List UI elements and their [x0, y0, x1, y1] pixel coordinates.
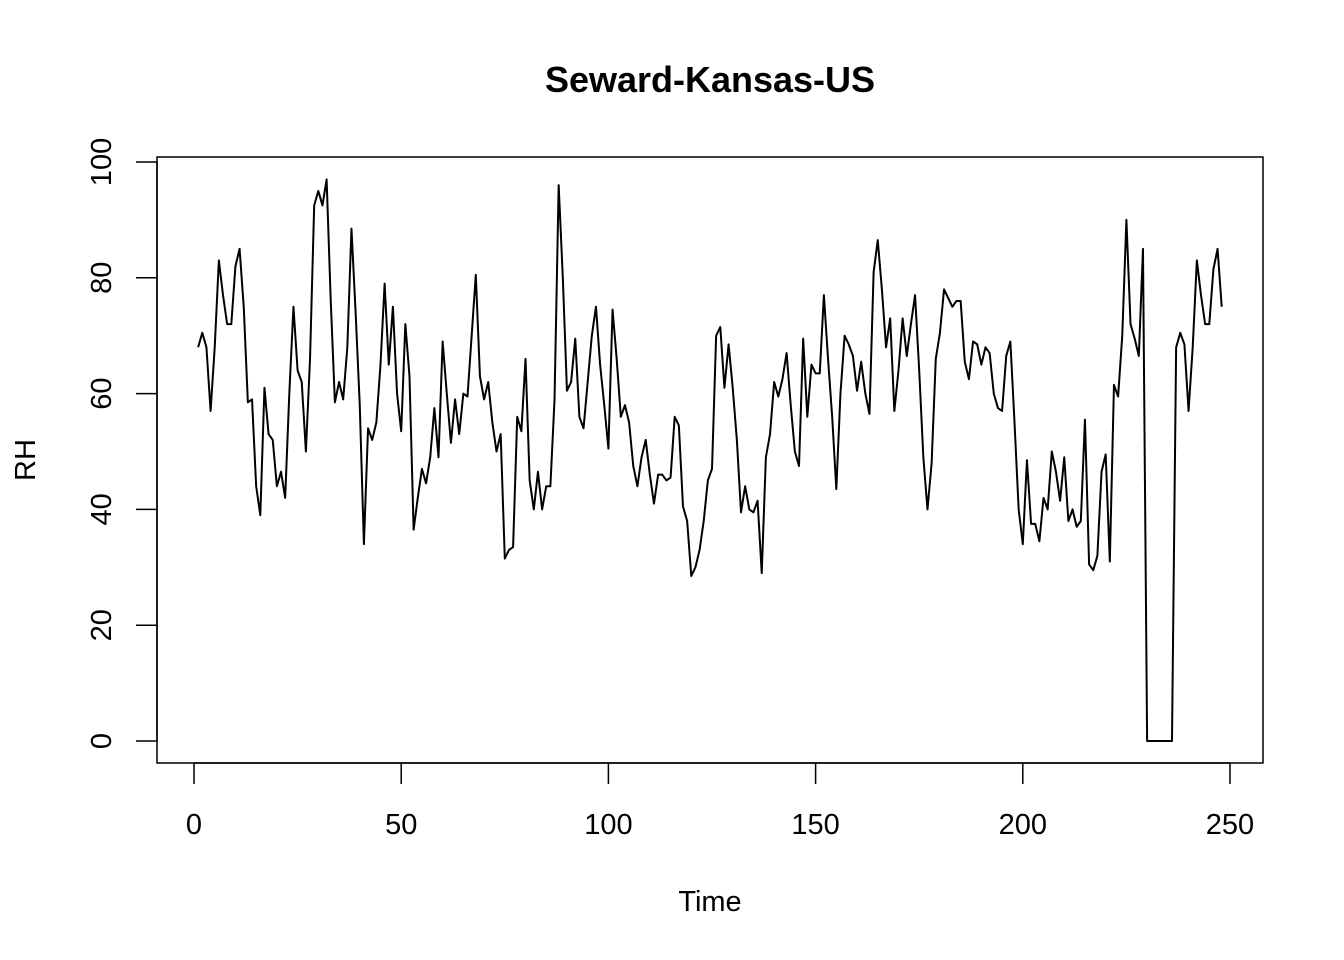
y-tick-label: 80: [86, 262, 118, 294]
x-tick-label: 150: [791, 809, 839, 841]
x-tick-label: 250: [1206, 809, 1254, 841]
x-tick-label: 50: [385, 809, 417, 841]
y-tick-label: 40: [86, 493, 118, 525]
x-tick-label: 200: [999, 809, 1047, 841]
y-tick-label: 0: [86, 733, 118, 749]
x-axis-label: Time: [678, 886, 741, 918]
y-tick-label: 60: [86, 377, 118, 409]
x-axis: 0 50 100 150 200 250: [186, 762, 1254, 841]
y-axis: 0 20 40 60 80 100: [86, 138, 158, 749]
series-layer: [197, 178, 1223, 742]
plot-frame: [156, 156, 1264, 764]
y-axis-label: RH: [10, 439, 42, 481]
y-tick-label: 20: [86, 609, 118, 641]
x-tick-label: 0: [186, 809, 202, 841]
chart-title: Seward-Kansas-US: [545, 59, 875, 100]
y-tick-label: 100: [86, 138, 118, 186]
x-tick-label: 100: [584, 809, 632, 841]
series-line: [197, 178, 1223, 742]
